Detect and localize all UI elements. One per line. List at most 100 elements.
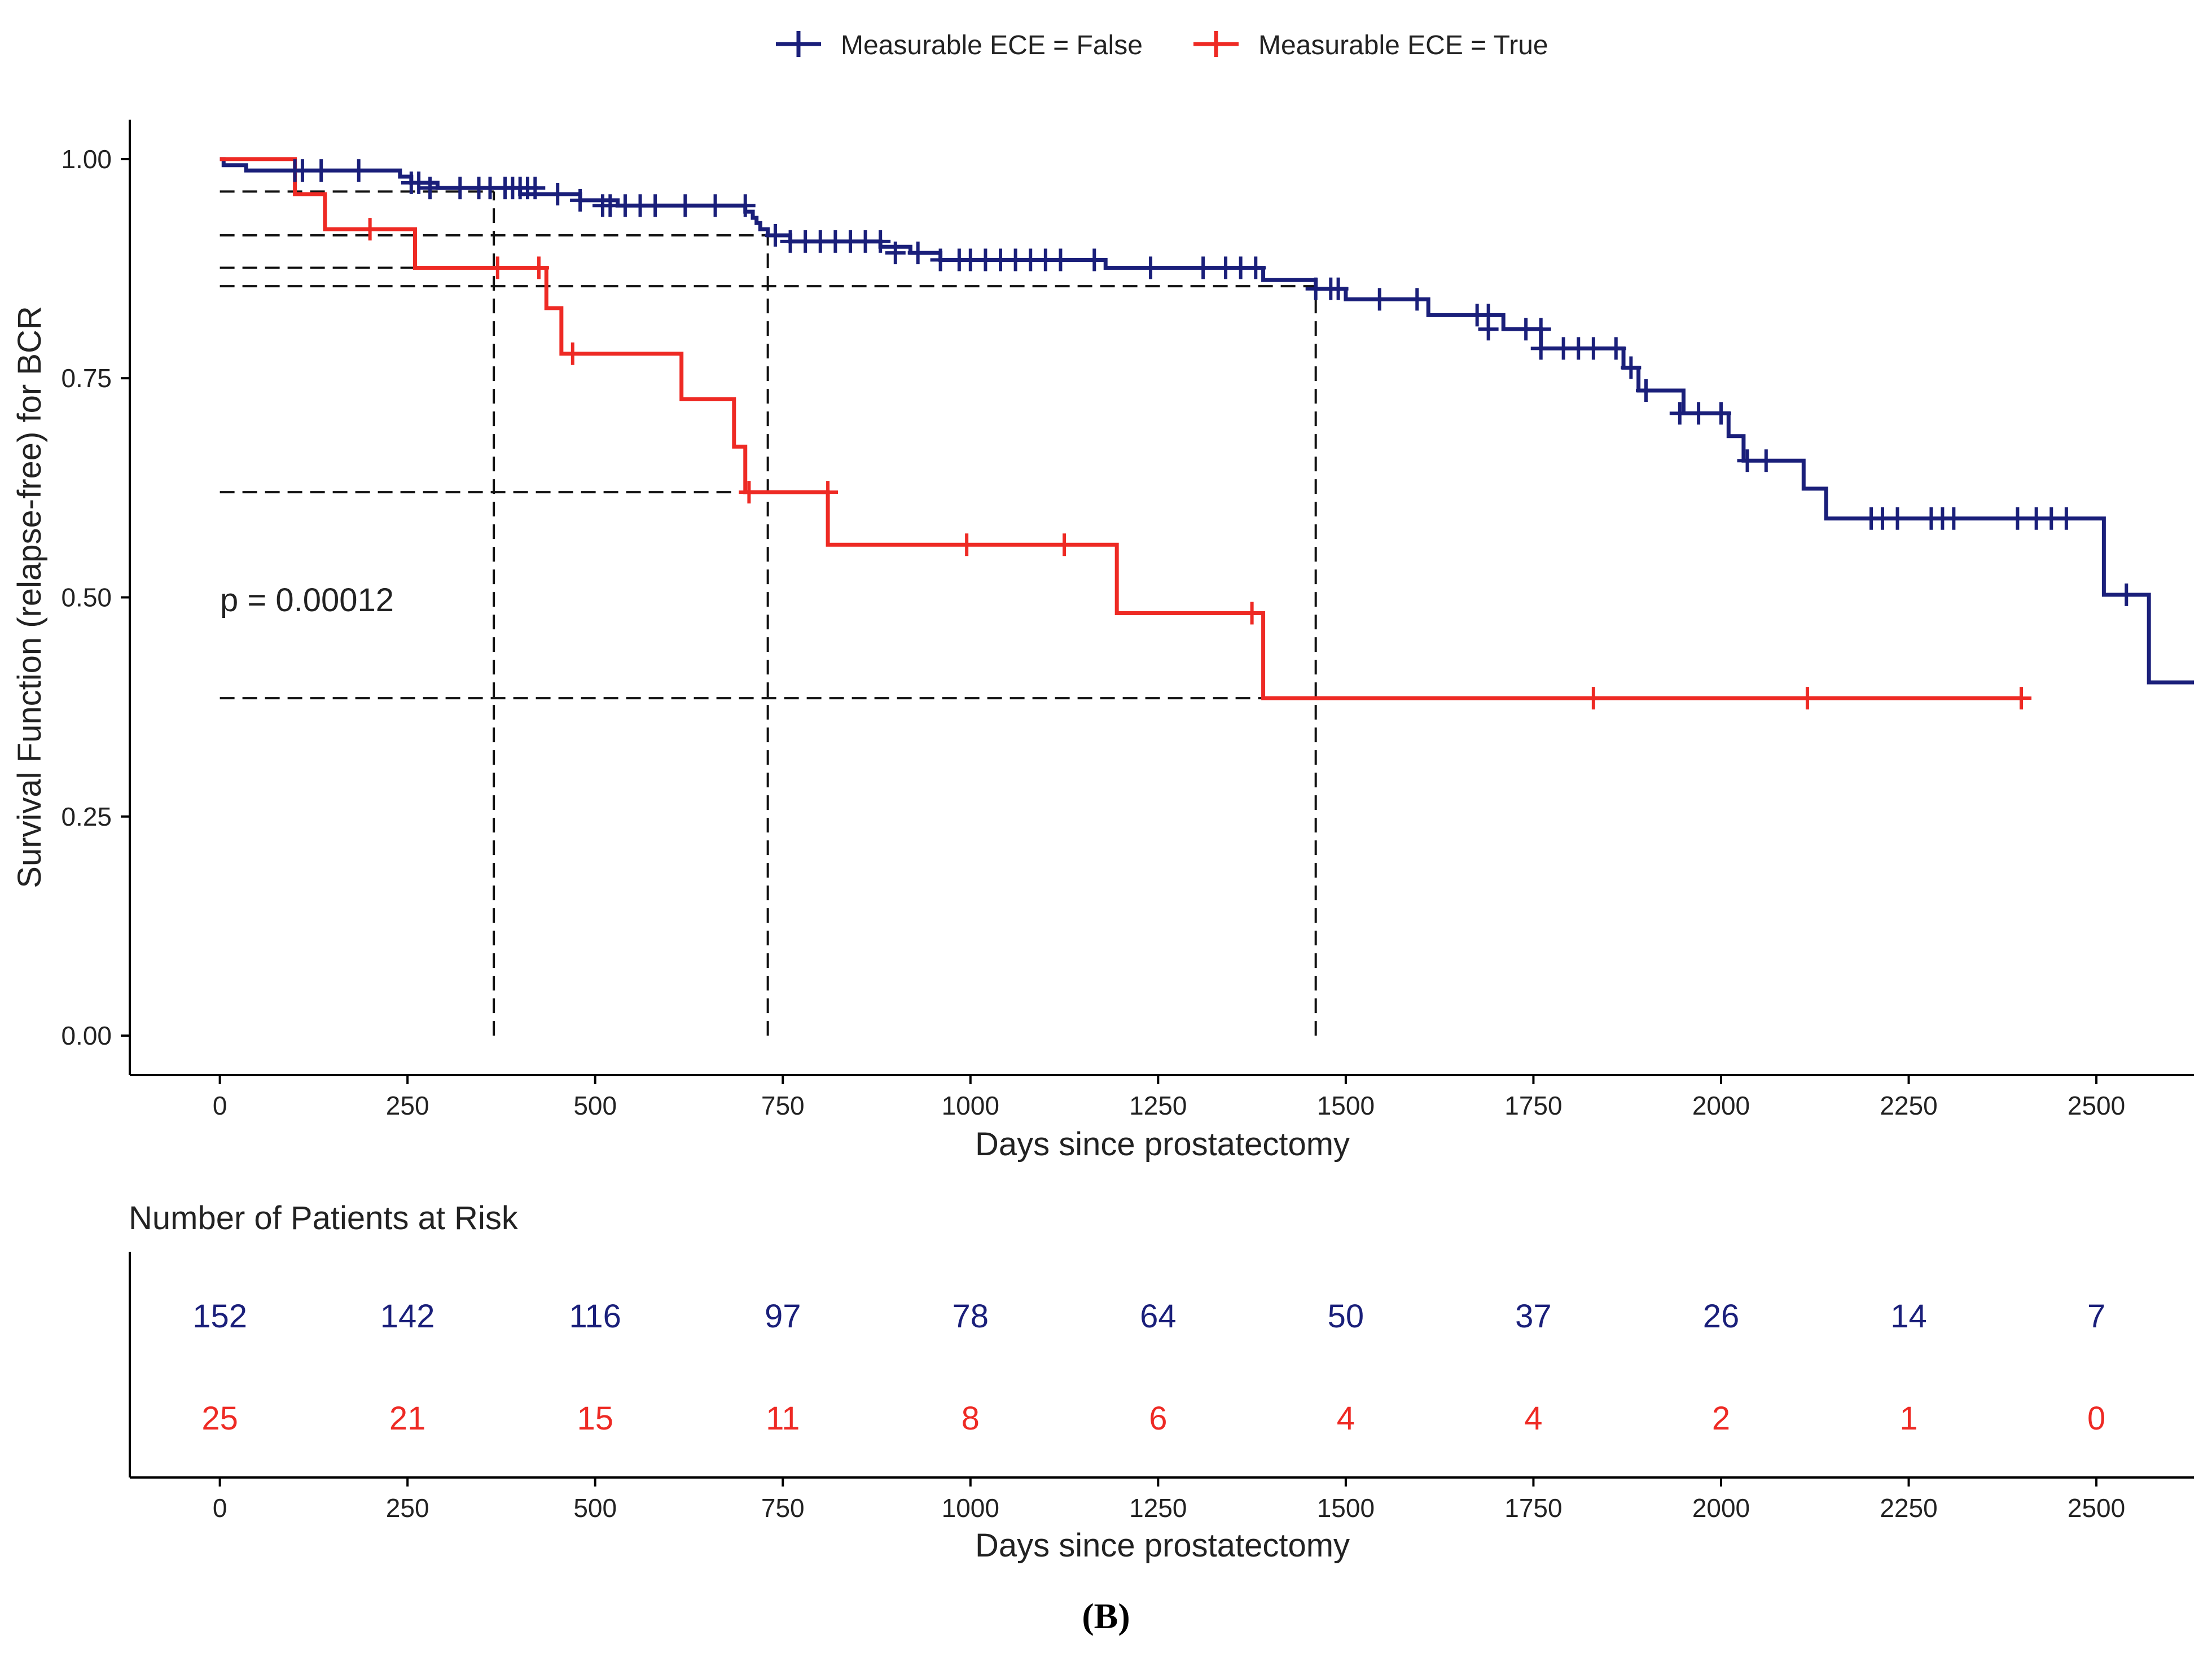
x-tick-label: 2000	[1692, 1091, 1750, 1120]
censor-mark-false	[420, 177, 441, 200]
x-tick-label: 2250	[1880, 1091, 1937, 1120]
survival-curve-true	[220, 157, 2022, 700]
risk-count-false: 78	[953, 1298, 989, 1335]
censor-mark-false	[1605, 337, 1626, 360]
risk-count-true: 4	[1524, 1400, 1542, 1437]
survival-plot: 0.00 0.25 0.50 0.75 1.00 0 250 500 750 1000 1250 1…	[11, 120, 2194, 1163]
censor-mark-false	[450, 177, 471, 200]
x-tick-label: 1000	[942, 1091, 999, 1120]
risk-count-false: 97	[765, 1298, 801, 1335]
y-tick-label: 0.75	[61, 363, 112, 393]
censor-mark-false	[735, 194, 756, 217]
risk-x-tick-label: 1000	[942, 1493, 999, 1523]
censor-mark-true	[528, 256, 549, 279]
censor-mark-false	[1084, 248, 1105, 271]
risk-count-true: 1	[1899, 1400, 1917, 1437]
risk-table: Number of Patients at Risk 152 142 116 97 78…	[129, 1200, 2194, 1564]
censor-mark-false	[1943, 507, 1964, 530]
risk-count-true: 4	[1337, 1400, 1355, 1437]
risk-x-tick-label: 2000	[1692, 1493, 1750, 1523]
censor-mark-false	[1050, 248, 1071, 271]
risk-x-tick-label: 500	[573, 1493, 617, 1523]
censor-mark-false	[1140, 256, 1161, 279]
figure-caption: (B)	[1082, 1596, 1130, 1636]
risk-x-tick-label: 2250	[1880, 1493, 1937, 1523]
legend-item-false: Measurable ECE = False	[776, 30, 1143, 60]
legend-item-true: Measurable ECE = True	[1193, 30, 1548, 60]
risk-x-tick-label: 1500	[1317, 1493, 1375, 1523]
risk-count-false: 26	[1703, 1298, 1740, 1335]
censor-mark-false	[1737, 449, 1758, 472]
y-tick-label: 0.50	[61, 583, 112, 612]
censor-mark-false	[1245, 256, 1266, 279]
censor-mark-true	[487, 256, 508, 279]
censor-mark-true	[818, 481, 839, 504]
censor-mark-false	[570, 188, 591, 212]
censor-mark-true	[359, 218, 380, 241]
censor-mark-false	[409, 171, 429, 194]
risk-table-x-axis-title: Days since prostatectomy	[975, 1527, 1350, 1564]
y-axis-title: Survival Function (relapse-free) for BCR	[11, 306, 48, 888]
x-axis-title: Days since prostatectomy	[975, 1126, 1350, 1163]
censor-mark-false	[870, 230, 891, 253]
y-tick-label: 1.00	[61, 144, 112, 174]
risk-x-tick-label: 250	[386, 1493, 429, 1523]
risk-count-false: 37	[1515, 1298, 1552, 1335]
x-tick-label: 500	[573, 1091, 617, 1120]
risk-count-false: 116	[569, 1298, 621, 1335]
censor-mark-false	[907, 242, 928, 265]
censor-mark-false	[525, 177, 546, 200]
p-value-annotation: p = 0.00012	[220, 582, 394, 619]
risk-count-false: 7	[2087, 1298, 2105, 1335]
censor-mark-true	[1241, 602, 1262, 625]
y-tick-label: 0.00	[61, 1021, 112, 1050]
censor-mark-false	[1530, 318, 1551, 341]
risk-count-false: 142	[380, 1298, 435, 1335]
risk-count-true: 15	[577, 1400, 613, 1437]
censor-mark-false	[1407, 288, 1428, 311]
legend: Measurable ECE = False Measurable ECE = …	[776, 30, 1548, 60]
censor-mark-false	[292, 159, 313, 182]
censor-mark-true	[2011, 687, 2032, 710]
x-tick-label: 1250	[1129, 1091, 1187, 1120]
survival-curves	[220, 157, 2194, 700]
censor-mark-false	[2007, 507, 2028, 530]
risk-x-tick-label: 2500	[2068, 1493, 2125, 1523]
x-tick-label: 250	[386, 1091, 429, 1120]
censor-mark-true	[1797, 687, 1818, 710]
x-tick-label: 2500	[2068, 1091, 2125, 1120]
legend-label-false: Measurable ECE = False	[841, 30, 1143, 60]
risk-count-false: 14	[1890, 1298, 1927, 1335]
censor-mark-false	[645, 194, 666, 217]
x-tick-label: 1750	[1504, 1091, 1562, 1120]
censor-mark-false	[547, 183, 568, 206]
censor-marks	[284, 159, 2137, 710]
risk-count-true: 25	[201, 1400, 238, 1437]
risk-count-true: 2	[1712, 1400, 1730, 1437]
risk-x-tick-label: 1250	[1129, 1493, 1187, 1523]
censor-mark-false	[1193, 256, 1214, 279]
risk-count-true: 8	[962, 1400, 980, 1437]
reference-lines	[220, 190, 1317, 1036]
risk-count-false: 50	[1328, 1298, 1364, 1335]
censor-mark-false	[1583, 337, 1604, 360]
censor-mark-false	[1328, 277, 1349, 300]
censor-mark-false	[930, 248, 951, 271]
censor-mark-false	[705, 194, 726, 217]
risk-x-tick-label: 1750	[1504, 1493, 1562, 1523]
x-tick-label: 750	[761, 1091, 805, 1120]
censor-mark-false	[348, 159, 369, 182]
censor-mark-false	[2116, 583, 2137, 606]
legend-label-true: Measurable ECE = True	[1258, 30, 1548, 60]
censor-mark-false	[765, 224, 785, 247]
y-axis-ticks: 0.00 0.25 0.50 0.75 1.00	[61, 144, 130, 1050]
censor-mark-false	[1478, 318, 1499, 341]
censor-mark-true	[739, 481, 760, 504]
risk-count-true: 0	[2087, 1400, 2105, 1437]
censor-mark-false	[1621, 356, 1642, 379]
x-tick-label: 1500	[1317, 1091, 1375, 1120]
censor-mark-true	[1054, 533, 1075, 556]
censor-mark-false	[1887, 507, 1908, 530]
risk-x-tick-label: 0	[213, 1493, 227, 1523]
censor-mark-false	[675, 194, 696, 217]
